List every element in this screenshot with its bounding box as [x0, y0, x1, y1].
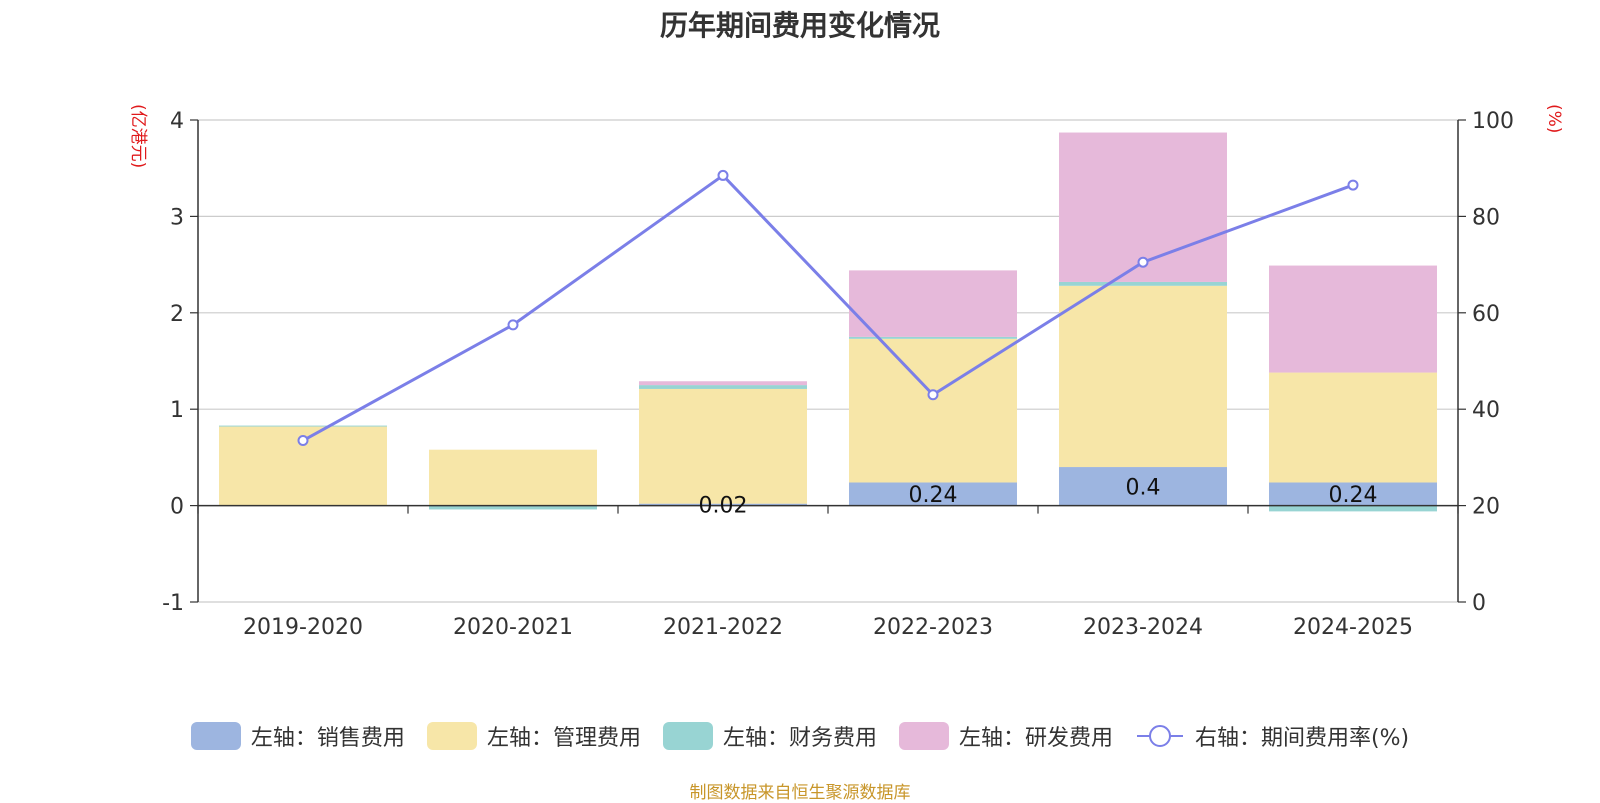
bar-group	[219, 132, 1437, 512]
left-axis-tick-label: 2	[170, 302, 184, 327]
rate-point	[717, 169, 729, 181]
bar-segment	[1269, 265, 1437, 373]
left-axis-tick-label: 1	[170, 398, 184, 423]
x-axis-tick-label: 2020-2021	[453, 615, 573, 640]
legend-swatch	[662, 722, 713, 750]
bar-data-label: 0.24	[1329, 483, 1378, 508]
left-axis-tick-label: 3	[170, 205, 184, 230]
chart-title: 历年期间费用变化情况	[659, 9, 940, 42]
bar-segment	[1059, 281, 1227, 286]
legend-line-icon	[1136, 725, 1183, 747]
legend-item[interactable]: 左轴：销售费用	[190, 720, 405, 752]
bar-data-label: 0.4	[1126, 475, 1161, 500]
rate-point	[927, 389, 939, 401]
bar-segment	[849, 336, 1017, 339]
rate-line	[302, 173, 1354, 442]
right-axis-tick-label: 100	[1472, 109, 1514, 134]
rate-point	[1347, 179, 1359, 191]
bar-data-label: 0.24	[909, 483, 958, 508]
right-axis-tick-label: 80	[1472, 205, 1500, 230]
left-axis-unit: (亿港元)	[128, 104, 148, 168]
rate-point	[507, 319, 519, 331]
legend-item[interactable]: 左轴：研发费用	[898, 720, 1113, 752]
line-series	[297, 169, 1359, 447]
bar-segment	[1059, 285, 1227, 468]
bar-segment	[639, 385, 807, 389]
legend: 左轴：销售费用 左轴：管理费用 左轴：财务费用 左轴：研发费用 右轴：期间费用率(%)	[0, 716, 1600, 756]
bar-segment	[1269, 505, 1437, 512]
bar-segment	[1059, 467, 1227, 506]
right-axis-tick-label: 20	[1472, 495, 1500, 520]
bar-segment	[639, 388, 807, 504]
x-axis-tick-label: 2022-2023	[873, 615, 993, 640]
right-axis-unit: (%)	[1544, 104, 1564, 133]
legend-swatch	[190, 722, 241, 750]
bar-segment	[849, 338, 1017, 483]
x-axis-tick-label: 2023-2024	[1083, 615, 1203, 640]
legend-label: 右轴：期间费用率(%)	[1194, 726, 1410, 751]
bar-segment	[639, 503, 807, 506]
legend-label: 左轴：销售费用	[250, 726, 405, 751]
legend-item[interactable]: 左轴：财务费用	[662, 720, 877, 752]
legend-item[interactable]: 左轴：管理费用	[426, 720, 641, 752]
data-labels: 0.02 0.24 0.4 0.24	[699, 475, 1378, 518]
bar-segment	[219, 425, 387, 427]
x-axis-tick-label: 2024-2025	[1293, 615, 1413, 640]
bar-segment	[639, 381, 807, 386]
x-axis-tick-label: 2019-2020	[243, 615, 363, 640]
bar-segment	[1269, 482, 1437, 506]
right-axis-tick-label: 60	[1472, 302, 1500, 327]
bar-segment	[429, 505, 597, 510]
bar-data-label: 0.02	[699, 494, 748, 519]
legend-swatch	[426, 722, 477, 750]
x-axis-tick-label: 2021-2022	[663, 615, 783, 640]
legend-item[interactable]: 右轴：期间费用率(%)	[1135, 720, 1409, 752]
right-axis-tick-label: 0	[1472, 591, 1486, 616]
legend-swatch	[898, 722, 949, 750]
right-axis-tick-label: 40	[1472, 398, 1500, 423]
legend-label: 左轴：财务费用	[722, 726, 877, 751]
bar-segment	[849, 482, 1017, 506]
source-note: 制图数据来自恒生聚源数据库	[689, 783, 911, 803]
bar-segment	[1269, 372, 1437, 483]
legend-label: 左轴：研发费用	[958, 726, 1113, 751]
bar-segment	[849, 270, 1017, 337]
rate-point	[297, 435, 309, 447]
rate-point	[1137, 256, 1149, 268]
legend-label: 左轴：管理费用	[486, 726, 641, 751]
left-axis-tick-label: -1	[162, 591, 184, 616]
left-axis-tick-label: 4	[170, 109, 184, 134]
bar-segment	[429, 449, 597, 506]
left-axis-tick-label: 0	[170, 495, 184, 520]
